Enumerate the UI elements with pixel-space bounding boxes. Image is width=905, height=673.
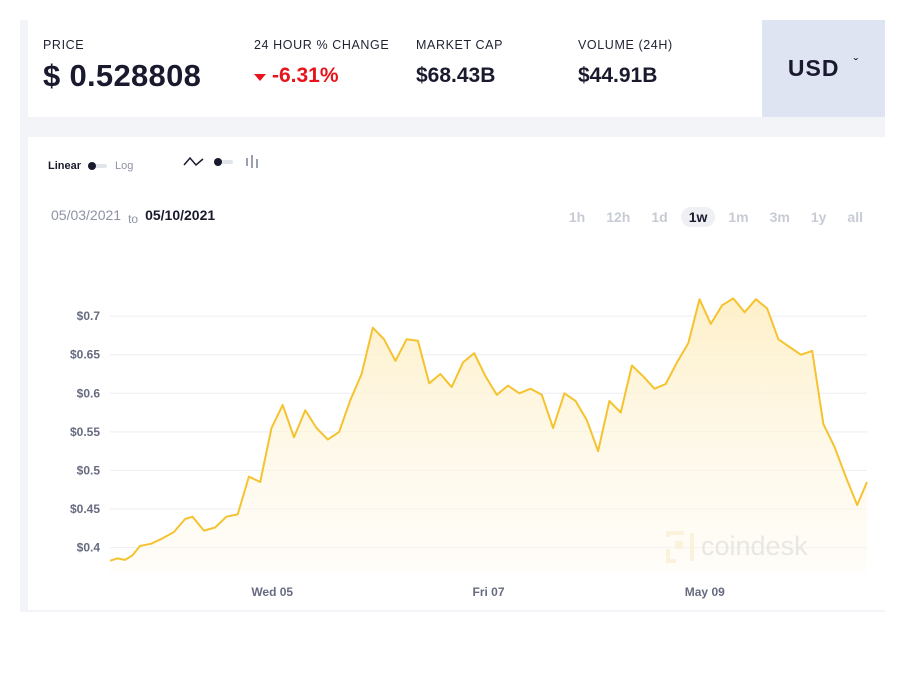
log-option[interactable]: Log bbox=[115, 160, 134, 172]
down-arrow-icon bbox=[254, 73, 266, 81]
date-to[interactable]: 05/10/2021 bbox=[145, 207, 216, 223]
price-value: $ 0.528808 bbox=[43, 58, 202, 93]
y-tick-label: $0.6 bbox=[77, 386, 101, 400]
price-label: PRICE bbox=[43, 38, 85, 52]
range-3m[interactable]: 3m bbox=[769, 209, 790, 225]
scale-toggle-knob bbox=[88, 162, 97, 170]
currency-selector[interactable]: USD ˇ bbox=[762, 20, 885, 117]
x-tick-label: May 09 bbox=[685, 585, 725, 599]
range-1m[interactable]: 1m bbox=[728, 209, 749, 225]
chart-type-toggle-knob bbox=[214, 158, 222, 166]
change-label: 24 HOUR % CHANGE bbox=[254, 38, 390, 52]
change-stat: 24 HOUR % CHANGE -6.31% bbox=[254, 38, 389, 88]
range-1h[interactable]: 1h bbox=[568, 209, 586, 225]
y-tick-label: $0.5 bbox=[77, 463, 101, 477]
date-from[interactable]: 05/03/2021 bbox=[51, 207, 122, 223]
chart-type-toggle[interactable] bbox=[214, 158, 233, 166]
scale-controls: Linear Log bbox=[48, 157, 133, 175]
volume-stat: VOLUME (24H) $44.91B bbox=[578, 38, 673, 88]
y-axis: $0.4 $0.45 $0.5 $0.55 $0.6 $0.65 $0.7 bbox=[70, 309, 100, 554]
x-axis: Wed 05 Fri 07 May 09 bbox=[251, 585, 725, 599]
y-tick-label: $0.4 bbox=[77, 541, 101, 555]
market-cap-value: $68.43B bbox=[416, 64, 496, 87]
volume-value: $44.91B bbox=[578, 64, 658, 87]
y-tick-label: $0.55 bbox=[70, 425, 100, 439]
price-chart: $0.4 $0.45 $0.5 $0.55 $0.6 $0.65 $0.7 Wed 05 Fr… bbox=[70, 297, 868, 599]
candlestick-chart-icon[interactable] bbox=[245, 155, 259, 169]
price-area bbox=[110, 298, 867, 573]
price-stat: PRICE $ 0.528808 bbox=[43, 38, 201, 94]
range-1d[interactable]: 1d bbox=[651, 209, 668, 225]
x-tick-label: Fri 07 bbox=[472, 585, 504, 599]
date-to-label: to bbox=[128, 212, 139, 226]
volume-label: VOLUME (24H) bbox=[578, 38, 673, 52]
y-tick-label: $0.7 bbox=[77, 309, 101, 323]
price-line bbox=[109, 297, 868, 562]
stats-bar: PRICE $ 0.528808 24 HOUR % CHANGE -6.31%… bbox=[28, 20, 762, 117]
range-1y[interactable]: 1y bbox=[810, 209, 827, 225]
range-12h[interactable]: 12h bbox=[606, 209, 631, 225]
chart-panel: $0.4 $0.45 $0.5 $0.55 $0.6 $0.65 $0.7 Wed 05 Fr… bbox=[28, 137, 885, 610]
date-range: 05/03/2021 to 05/10/2021 bbox=[51, 207, 216, 226]
currency-label: USD bbox=[787, 55, 840, 81]
change-value: -6.31% bbox=[272, 64, 339, 87]
range-all[interactable]: all bbox=[847, 209, 863, 225]
market-cap-stat: MARKET CAP $68.43B bbox=[416, 38, 503, 88]
range-1w[interactable]: 1w bbox=[680, 207, 716, 227]
chart-type-controls bbox=[183, 155, 259, 169]
market-cap-label: MARKET CAP bbox=[416, 38, 504, 52]
line-chart-icon[interactable] bbox=[183, 156, 205, 168]
change-value-row: -6.31% bbox=[254, 64, 389, 88]
chevron-down-icon: ˇ bbox=[853, 54, 860, 71]
scale-toggle[interactable] bbox=[88, 162, 108, 170]
y-tick-label: $0.65 bbox=[70, 348, 100, 362]
x-tick-label: Wed 05 bbox=[251, 585, 293, 599]
range-selector: 1h 12h 1d 1w 1m 3m 1y all bbox=[556, 207, 871, 227]
linear-option[interactable]: Linear bbox=[48, 160, 82, 172]
y-tick-label: $0.45 bbox=[70, 502, 100, 516]
